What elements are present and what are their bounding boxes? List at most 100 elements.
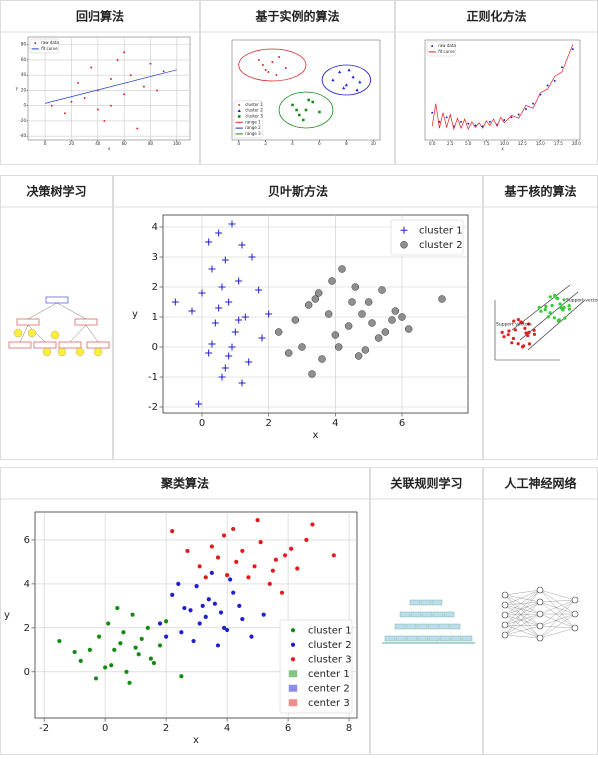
marker [240,548,245,554]
legend-label: raw data [438,43,456,48]
marker [130,612,135,617]
marker [215,643,221,648]
y-tick-label: 2 [152,282,158,293]
legend-label: fit curve [438,49,455,54]
marker [467,122,470,125]
nn-edge [539,601,576,629]
kernel-margin [527,299,586,351]
marker [197,621,202,626]
marker [225,627,230,633]
kernel-dot [520,345,525,349]
fit-line [431,44,574,131]
nn-edge [539,589,576,615]
marker [176,581,181,586]
marker [228,343,236,351]
marker [136,652,141,657]
marker [215,555,221,560]
marker [218,373,226,381]
nn-edge [504,594,541,627]
marker [157,643,163,648]
legend-box [29,38,60,54]
marker [258,334,266,342]
marker [324,310,333,318]
marker [162,70,165,73]
marker [70,100,73,103]
nn-edge [539,599,576,615]
marker [289,546,294,551]
x-tick-label: 20 [69,141,75,146]
marker [228,577,233,582]
nn-edge [539,625,576,629]
nn-edge [539,589,576,629]
marker [200,603,205,608]
itemset [432,611,444,618]
nn-node [571,624,579,632]
marker [524,108,527,111]
legend-label: raw data [41,40,59,45]
marker [561,66,563,69]
itemset [417,635,429,642]
marker [149,62,152,65]
marker [121,630,126,635]
marker [127,680,132,685]
tree-edge [69,324,87,343]
x-tick-label: 4 [332,418,338,429]
x-tick-label: 20.0 [572,141,581,146]
marker [103,119,106,122]
x-axis-label: x [313,430,319,441]
itemset [439,635,451,642]
marker [225,352,233,360]
marker [231,328,239,336]
x-tick-label: 6 [318,141,321,146]
y-tick-label: 20 [21,87,27,92]
legend-label: cluster 2 [419,240,463,251]
y-tick-label: 4 [24,579,30,590]
kernel-dot [526,322,531,326]
marker [235,277,243,285]
marker [237,603,242,608]
marker [225,298,233,306]
nn-node [501,591,509,599]
nn-edge [504,604,541,615]
x-tick-label: 6 [285,723,291,734]
tree-edge [85,324,99,343]
y-tick-label: -20 [19,118,26,123]
marker [50,104,53,107]
marker [212,601,218,606]
marker [460,120,463,123]
marker [151,660,157,666]
marker [318,355,326,363]
marker [34,42,37,45]
range-ellipse [321,64,371,96]
marker [355,88,359,92]
marker [185,548,190,554]
marker [106,621,111,626]
nn-edge [539,599,576,639]
marker [72,649,77,655]
marker [291,103,294,107]
marker [311,100,315,104]
marker [139,636,144,641]
nn-edge [504,601,541,636]
marker [400,226,408,234]
itemset [427,623,439,630]
nn-node [501,611,509,619]
itemset [421,611,433,618]
kernel-dot [553,293,557,298]
marker [297,113,301,117]
x-tick-label: 40 [95,141,101,146]
nn-node [536,598,544,606]
marker [288,670,298,678]
nn-edge [504,614,541,639]
x-tick-label: 0 [102,723,108,734]
marker [156,89,159,92]
tree-edge [19,324,29,343]
y-tick-label: 2 [24,623,30,634]
marker [261,612,266,617]
marker [209,544,214,549]
y-tick-label: -1 [148,372,158,383]
tree-edge [27,302,58,320]
marker [318,110,321,114]
marker [331,331,340,339]
